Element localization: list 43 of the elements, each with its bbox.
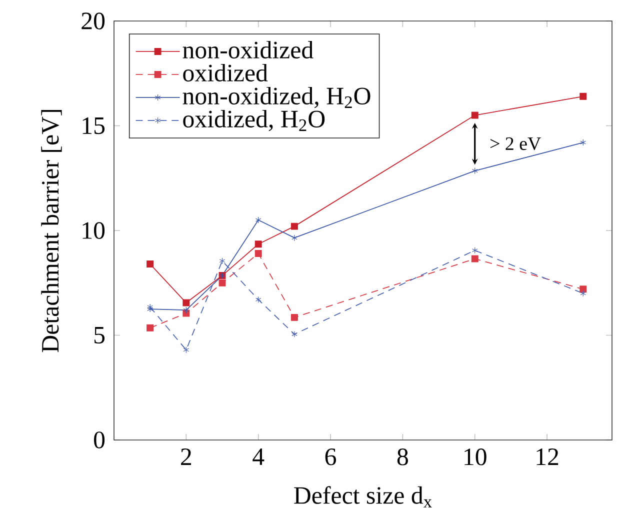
legend-label: oxidized, H$_{2}$O bbox=[183, 110, 325, 132]
point bbox=[292, 331, 298, 338]
x-tick-label: 6 bbox=[325, 448, 336, 466]
x-tick-label: 12 bbox=[536, 448, 558, 466]
legend-label: oxidized bbox=[183, 64, 268, 82]
point bbox=[183, 306, 190, 314]
point bbox=[219, 258, 226, 264]
annotation: > 2 eV bbox=[490, 138, 541, 150]
legend-label: non-oxidized, H$_{2}$O bbox=[182, 87, 370, 108]
point bbox=[580, 139, 586, 146]
point bbox=[182, 299, 190, 306]
point bbox=[255, 216, 262, 224]
x-tick-label: 2 bbox=[181, 448, 192, 466]
point bbox=[183, 346, 190, 354]
x-tick-label: 4 bbox=[252, 448, 264, 466]
point bbox=[472, 247, 478, 254]
point bbox=[146, 260, 154, 268]
point bbox=[218, 280, 226, 287]
point bbox=[290, 314, 298, 322]
point bbox=[290, 222, 298, 230]
point bbox=[472, 168, 478, 174]
point bbox=[580, 93, 587, 100]
point bbox=[147, 304, 153, 310]
y-tick-label: 15 bbox=[82, 118, 105, 134]
y-tick-label: 20 bbox=[82, 12, 105, 30]
point bbox=[292, 234, 298, 242]
y-tick-label: 0 bbox=[94, 432, 105, 449]
x-axis-title: Defect size d$_{x}$ bbox=[294, 486, 432, 508]
point bbox=[580, 290, 586, 297]
x-tick-label: 8 bbox=[397, 448, 408, 466]
point bbox=[254, 250, 262, 258]
point bbox=[471, 255, 478, 262]
point bbox=[146, 324, 154, 332]
x-tick-label: 10 bbox=[464, 448, 486, 466]
point bbox=[255, 296, 262, 304]
y-tick-label: 5 bbox=[94, 327, 105, 344]
point bbox=[147, 306, 153, 313]
y-axis-title: Detachment barrier [eV] bbox=[41, 110, 62, 352]
point bbox=[580, 286, 587, 293]
y-tick-label: 10 bbox=[82, 222, 105, 240]
point bbox=[254, 240, 262, 248]
point bbox=[471, 112, 478, 119]
legend-label: non-oxidized bbox=[182, 41, 314, 59]
